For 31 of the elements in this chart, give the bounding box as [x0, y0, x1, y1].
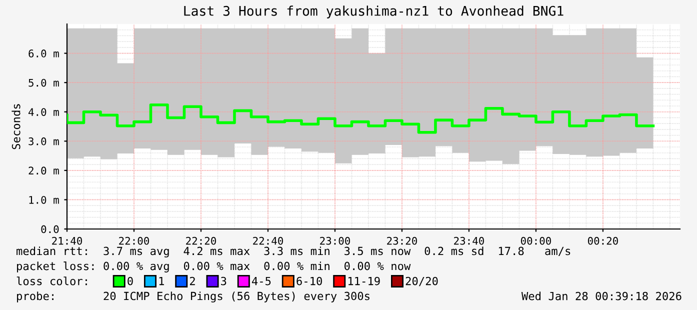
y-tick-label: 1.0 m [29, 196, 59, 204]
legend-label: 11-19 [348, 276, 380, 286]
x-tick-label: 00:00 [520, 236, 551, 245]
x-tick-label: 23:40 [454, 236, 484, 245]
text: packet loss: 0.00 % avg 0.00 % max 0.00 % min 0.00 % now [17, 262, 411, 272]
y-tick-label: 2.0 m [28, 166, 59, 175]
text: probe: 20 ICMP Echo Pings (56 Bytes) every 300s [17, 292, 370, 302]
legend-label: 20/20 [406, 276, 438, 286]
y-tick-label: 6.0 m [28, 50, 59, 58]
y-tick-label: 3.0 m [28, 137, 59, 146]
text: Wed Jan 28 00:39:18 2026 [521, 292, 682, 300]
y-tick-label: 4.0 m [28, 108, 59, 116]
legend-label: 0 [128, 276, 133, 286]
x-tick-label: 23:20 [387, 236, 417, 245]
x-tick-label: 22:40 [253, 236, 283, 245]
legend-label: 2 [190, 276, 195, 286]
legend-title: loss color: [16, 276, 87, 286]
x-tick-label: 22:00 [119, 236, 149, 245]
x-tick-label: 21:40 [52, 236, 82, 245]
text: median rtt: 3.7 ms avg 4.2 ms max 3.3 ms min 3.5 ms now 0.2 ms sd 17.8 am/s [16, 246, 570, 258]
legend-label: 3 [221, 276, 226, 286]
x-tick-label: 00:20 [588, 236, 618, 245]
y-tick-label: 0.0 [41, 225, 59, 234]
legend-label: 6-10 [296, 276, 322, 286]
legend-label: 4-5 [252, 276, 271, 286]
x-tick-label: 22:20 [186, 236, 216, 245]
legend-label: 1 [159, 276, 164, 286]
chart-title: Last 3 Hours from yakushima-nz1 to Avonhead BNG1 [184, 6, 564, 18]
x-tick-label: 23:00 [320, 236, 350, 245]
y-tick-label: 5.0 m [28, 78, 59, 87]
y-axis-title: Seconds [12, 104, 20, 150]
